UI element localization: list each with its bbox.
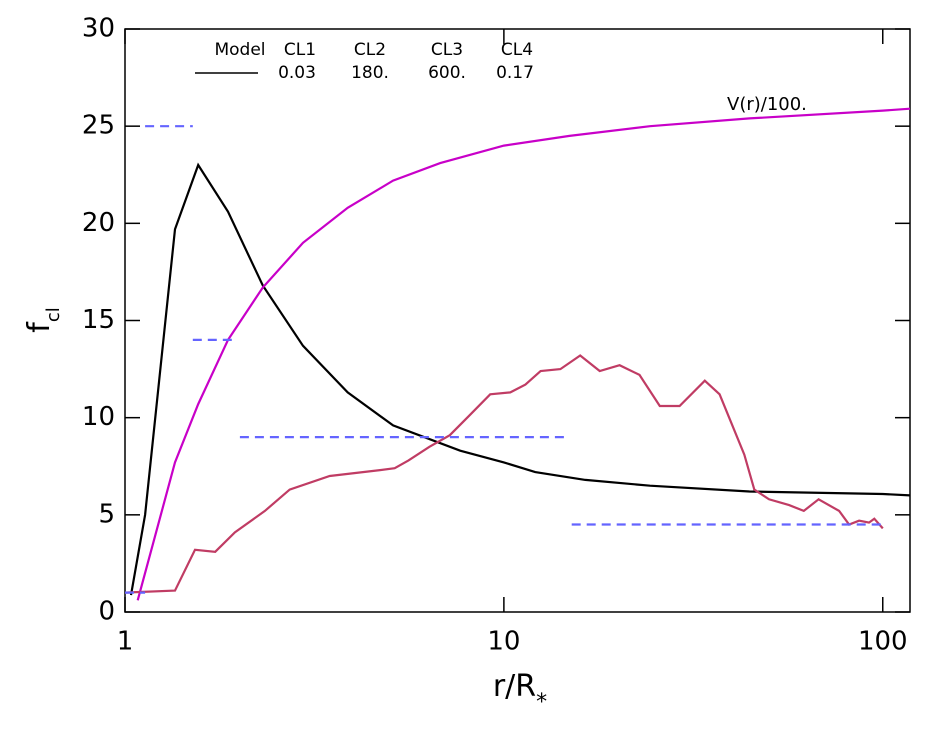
legend-value: 600. <box>428 63 466 83</box>
x-tick-label: 100 <box>858 627 908 657</box>
y-axis-label: fcl <box>22 307 65 332</box>
x-tick-label: 1 <box>117 627 134 657</box>
legend-header: CL3 <box>431 40 463 60</box>
y-tick-label: 5 <box>98 499 115 529</box>
y-tick-label: 25 <box>82 111 115 141</box>
series-line <box>125 125 883 594</box>
y-tick-label: 15 <box>82 305 115 335</box>
series-line <box>124 354 884 594</box>
y-tick-label: 20 <box>82 208 115 238</box>
y-tick-label: 30 <box>82 14 115 44</box>
x-label-text: r/R <box>493 669 536 704</box>
series-annotation: V(r)/100. <box>727 94 807 115</box>
y-label-sub: cl <box>43 307 64 322</box>
x-axis-label: r/R* <box>493 669 547 716</box>
legend-value: 0.03 <box>278 63 316 83</box>
y-label-text: f <box>22 321 57 333</box>
y-tick-label: 10 <box>82 402 115 432</box>
legend-header: CL2 <box>354 40 386 60</box>
series-line <box>136 107 911 601</box>
y-tick-label: 0 <box>98 597 115 627</box>
x-tick-label: 10 <box>487 627 520 657</box>
legend-value: 0.17 <box>496 63 534 83</box>
legend-header: CL4 <box>501 40 533 60</box>
legend-header: Model <box>214 40 265 60</box>
legend-value: 180. <box>351 63 389 83</box>
series-line <box>129 162 911 596</box>
legend-header: CL1 <box>284 40 316 60</box>
x-label-sub: * <box>536 690 547 715</box>
